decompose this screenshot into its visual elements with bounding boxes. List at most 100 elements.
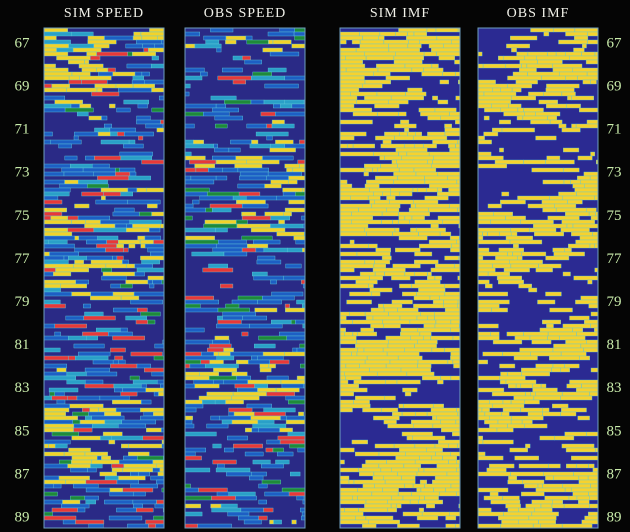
texture [44,212,62,216]
texture [55,324,87,328]
texture [548,464,560,468]
texture [239,192,260,196]
texture [378,304,383,308]
texture [136,40,161,44]
texture [411,204,416,208]
texture [431,268,460,272]
texture [501,372,508,376]
texture [508,480,523,484]
texture [292,44,305,48]
texture [152,56,159,60]
texture [357,332,377,336]
texture [300,344,305,348]
left-year-label: 83 [15,380,30,396]
texture [373,476,384,480]
texture [478,324,498,328]
texture [394,136,413,140]
texture [340,468,359,472]
texture [292,104,305,108]
texture [525,444,530,448]
left-year-label: 75 [15,208,30,224]
texture [379,452,406,456]
texture [397,524,419,528]
texture [511,420,522,424]
texture [390,200,414,204]
texture [185,340,212,344]
texture [568,244,590,248]
texture [156,480,164,484]
texture [288,180,297,184]
texture [44,348,60,352]
texture [340,332,345,336]
texture [110,492,134,496]
texture [494,212,513,216]
texture [223,312,256,316]
texture [272,120,284,124]
texture [344,508,358,512]
texture [359,508,388,512]
texture [564,248,571,252]
texture [340,252,357,256]
texture [390,360,418,364]
texture [160,224,164,228]
texture [127,524,148,528]
texture [224,100,251,104]
texture [216,228,228,232]
texture [393,232,419,236]
texture [586,208,596,212]
texture [543,208,557,212]
texture [384,420,397,424]
texture [407,372,434,376]
texture [362,524,376,528]
texture [364,504,391,508]
texture [555,204,576,208]
texture [413,188,417,192]
texture [457,408,461,412]
texture [340,84,362,88]
texture [199,488,228,492]
texture [420,40,452,44]
texture [554,476,579,480]
texture [522,420,532,424]
texture [446,516,456,520]
texture [75,260,84,264]
texture [421,488,434,492]
texture [510,448,528,452]
texture [141,312,161,316]
texture [454,264,460,268]
texture [267,440,281,444]
texture [141,400,151,404]
texture [499,248,524,252]
texture [150,252,164,256]
texture [478,400,490,404]
texture [564,180,571,184]
texture [372,292,380,296]
texture [522,372,550,376]
texture [121,444,128,448]
texture [185,44,195,48]
texture [211,416,220,420]
texture [427,132,445,136]
texture [44,292,72,296]
texture [524,112,535,116]
texture [213,444,222,448]
texture [373,416,399,420]
texture [543,180,564,184]
texture [357,352,387,356]
texture [282,384,304,388]
texture [104,500,133,504]
texture [571,456,598,460]
texture [511,264,539,268]
texture [588,280,593,284]
texture [568,200,583,204]
texture [145,244,164,248]
texture [546,84,579,88]
texture [271,320,291,324]
texture [418,288,445,292]
panel [340,28,460,528]
texture [451,328,460,332]
texture [295,192,305,196]
texture [478,260,510,264]
texture [257,260,281,264]
texture [572,68,598,72]
